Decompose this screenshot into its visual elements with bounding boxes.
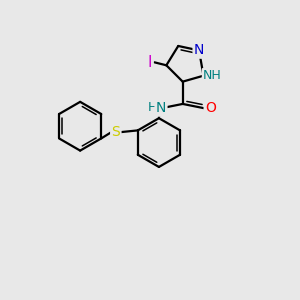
Text: N: N	[156, 101, 166, 116]
Text: S: S	[111, 125, 120, 139]
Text: O: O	[205, 101, 216, 116]
Text: I: I	[148, 55, 152, 70]
Text: N: N	[194, 44, 204, 57]
Text: H: H	[147, 101, 157, 114]
Text: NH: NH	[203, 69, 222, 82]
